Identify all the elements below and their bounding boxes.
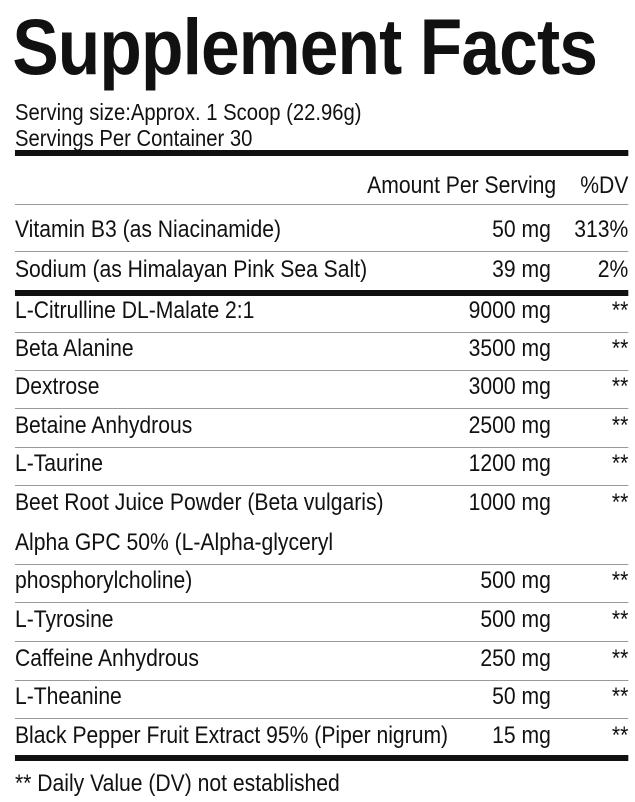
ingredient-name: Sodium (as Himalayan Pink Sea Salt) (14, 256, 368, 283)
divider (14, 447, 629, 448)
dv-header: %DV (580, 172, 629, 199)
ingredient-name: L-Tyrosine (14, 606, 114, 633)
ingredient-name: phosphorylcholine) (14, 567, 193, 594)
ingredient-name: Beta Alanine (14, 335, 134, 362)
ingredient-name: Dextrose (14, 373, 100, 400)
ingredient-amount: 500 mg (480, 567, 551, 594)
divider (14, 408, 629, 409)
ingredient-name: Betaine Anhydrous (14, 412, 193, 439)
ingredient-name: Beet Root Juice Powder (Beta vulgaris) (14, 489, 384, 516)
divider (14, 251, 629, 252)
ingredient-amount: 3000 mg (468, 373, 551, 400)
ingredient-dv: ** (611, 683, 629, 710)
divider-thick (14, 150, 629, 156)
ingredient-name: L-Theanine (14, 683, 122, 710)
ingredient-dv: ** (611, 645, 629, 672)
ingredient-amount: 2500 mg (468, 412, 551, 439)
ingredient-dv: ** (611, 297, 629, 324)
ingredient-name: Black Pepper Fruit Extract 95% (Piper ni… (14, 722, 449, 749)
ingredient-dv: ** (611, 373, 629, 400)
ingredient-name: L-Taurine (14, 450, 104, 477)
divider (14, 718, 629, 719)
divider-thick (14, 755, 629, 761)
ingredient-amount: 39 mg (492, 256, 551, 283)
divider-thick (14, 290, 629, 296)
ingredient-amount: 500 mg (480, 606, 551, 633)
divider (14, 204, 629, 205)
divider (14, 602, 629, 603)
ingredient-dv: ** (611, 450, 629, 477)
ingredient-dv: ** (611, 489, 629, 516)
ingredient-dv: ** (611, 722, 629, 749)
ingredient-dv: ** (611, 567, 629, 594)
ingredient-amount: 50 mg (492, 683, 551, 710)
divider (14, 680, 629, 681)
ingredient-dv: ** (611, 606, 629, 633)
ingredient-name: L-Citrulline DL-Malate 2:1 (14, 297, 255, 324)
ingredient-amount: 3500 mg (468, 335, 551, 362)
ingredient-dv: ** (611, 412, 629, 439)
ingredient-dv: 313% (574, 216, 629, 243)
ingredient-amount: 9000 mg (468, 297, 551, 324)
divider (14, 370, 629, 371)
panel-title: Supplement Facts (12, 2, 598, 91)
divider (14, 485, 629, 486)
ingredient-name: Alpha GPC 50% (L-Alpha-glyceryl (14, 529, 334, 556)
ingredient-dv: ** (611, 335, 629, 362)
ingredient-amount: 1000 mg (468, 489, 551, 516)
footnote: ** Daily Value (DV) not established (14, 770, 340, 797)
ingredient-amount: 50 mg (492, 216, 551, 243)
ingredient-amount: 15 mg (492, 722, 551, 749)
divider (14, 332, 629, 333)
amount-header: Amount Per Serving (367, 172, 557, 199)
ingredient-amount: 250 mg (480, 645, 551, 672)
divider (14, 564, 629, 565)
ingredient-dv: 2% (597, 256, 629, 283)
serving-size: Serving size:Approx. 1 Scoop (22.96g) (14, 99, 362, 125)
ingredient-amount: 1200 mg (468, 450, 551, 477)
divider (14, 641, 629, 642)
ingredient-name: Vitamin B3 (as Niacinamide) (14, 216, 282, 243)
servings-per-container: Servings Per Container 30 (14, 125, 253, 151)
ingredient-name: Caffeine Anhydrous (14, 645, 199, 672)
